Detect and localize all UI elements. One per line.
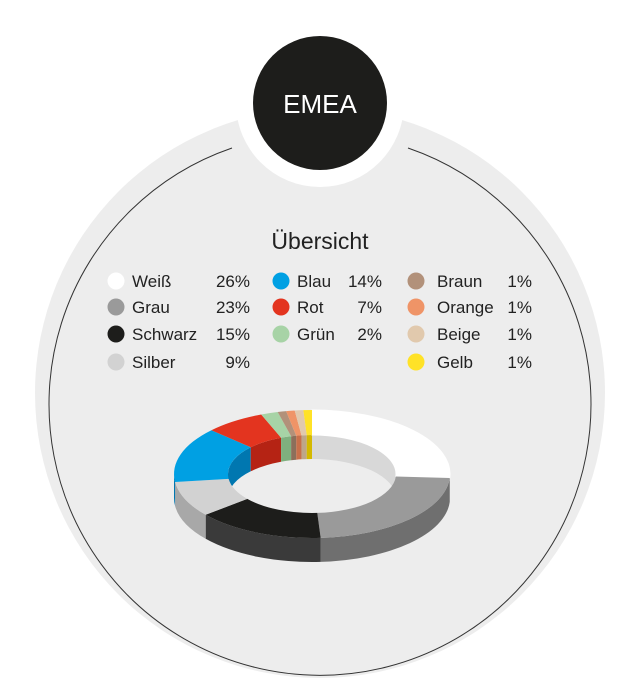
legend-value-schwarz: 15% [216, 325, 250, 344]
legend-value-silber: 9% [225, 353, 250, 372]
legend-value-braun: 1% [507, 272, 532, 291]
legend-label-beige: Beige [437, 325, 480, 344]
legend-swatch-gelb [407, 353, 425, 371]
legend-value-orange: 1% [507, 298, 532, 317]
legend-label-schwarz: Schwarz [132, 325, 197, 344]
legend-label-rot: Rot [297, 298, 324, 317]
legend-label-silber: Silber [132, 353, 176, 372]
inner-wall-beige [301, 435, 307, 460]
chart-title: Übersicht [271, 228, 369, 254]
slice-schwarz [205, 498, 321, 538]
outer-wall-blau [174, 474, 176, 507]
legend-label-blau: Blau [297, 272, 331, 291]
legend-value-rot: 7% [357, 298, 382, 317]
slice-rot [211, 414, 282, 448]
legend-swatch-silber [107, 353, 125, 371]
legend: Weiß 26% Grau 23% Schwarz 15% Silber 9% Blau 14% R… [107, 272, 532, 372]
legend-label-grau: Grau [132, 298, 170, 317]
outer-wall-schwarz [205, 514, 321, 562]
donut-chart [174, 409, 451, 562]
legend-swatch-orange [407, 298, 425, 316]
region-label: EMEA [283, 89, 357, 119]
slice-orange [286, 410, 302, 436]
legend-value-weiss: 26% [216, 272, 250, 291]
inner-wall-gelb [306, 435, 312, 460]
legend-label-braun: Braun [437, 272, 482, 291]
legend-value-blau: 14% [348, 272, 382, 291]
inner-wall-gruen [281, 436, 292, 462]
outline-arc [48, 147, 592, 676]
slice-braun [277, 411, 297, 437]
background-circle [35, 108, 605, 678]
legend-swatch-schwarz [107, 325, 125, 343]
legend-swatch-grau [107, 298, 125, 316]
legend-label-gelb: Gelb [437, 353, 473, 372]
inner-wall-blau [228, 447, 251, 498]
slice-blau [174, 430, 251, 483]
legend-swatch-blau [272, 272, 290, 290]
outer-wall-grau [320, 478, 450, 562]
legend-value-gelb: 1% [507, 353, 532, 372]
inner-wall-braun [291, 435, 297, 461]
legend-value-beige: 1% [507, 325, 532, 344]
slice-gelb [303, 410, 312, 436]
outer-wall-silber [175, 482, 206, 539]
inner-wall-weiss [312, 435, 396, 498]
legend-swatch-weiss [107, 272, 125, 290]
slice-silber [175, 478, 248, 515]
legend-swatch-gruen [272, 325, 290, 343]
legend-value-gruen: 2% [357, 325, 382, 344]
slice-gruen [261, 412, 292, 438]
legend-value-grau: 23% [216, 298, 250, 317]
legend-label-gruen: Grün [297, 325, 335, 344]
inner-wall-orange [296, 435, 302, 460]
legend-swatch-braun [407, 272, 425, 290]
slice-grau [317, 476, 450, 538]
legend-label-weiss: Weiß [132, 272, 171, 291]
legend-swatch-beige [407, 325, 425, 343]
legend-swatch-rot [272, 298, 290, 316]
region-badge [253, 36, 387, 170]
legend-label-orange: Orange [437, 298, 494, 317]
slice-beige [294, 410, 307, 436]
slice-weiss [311, 409, 451, 479]
inner-wall-rot [250, 437, 282, 472]
